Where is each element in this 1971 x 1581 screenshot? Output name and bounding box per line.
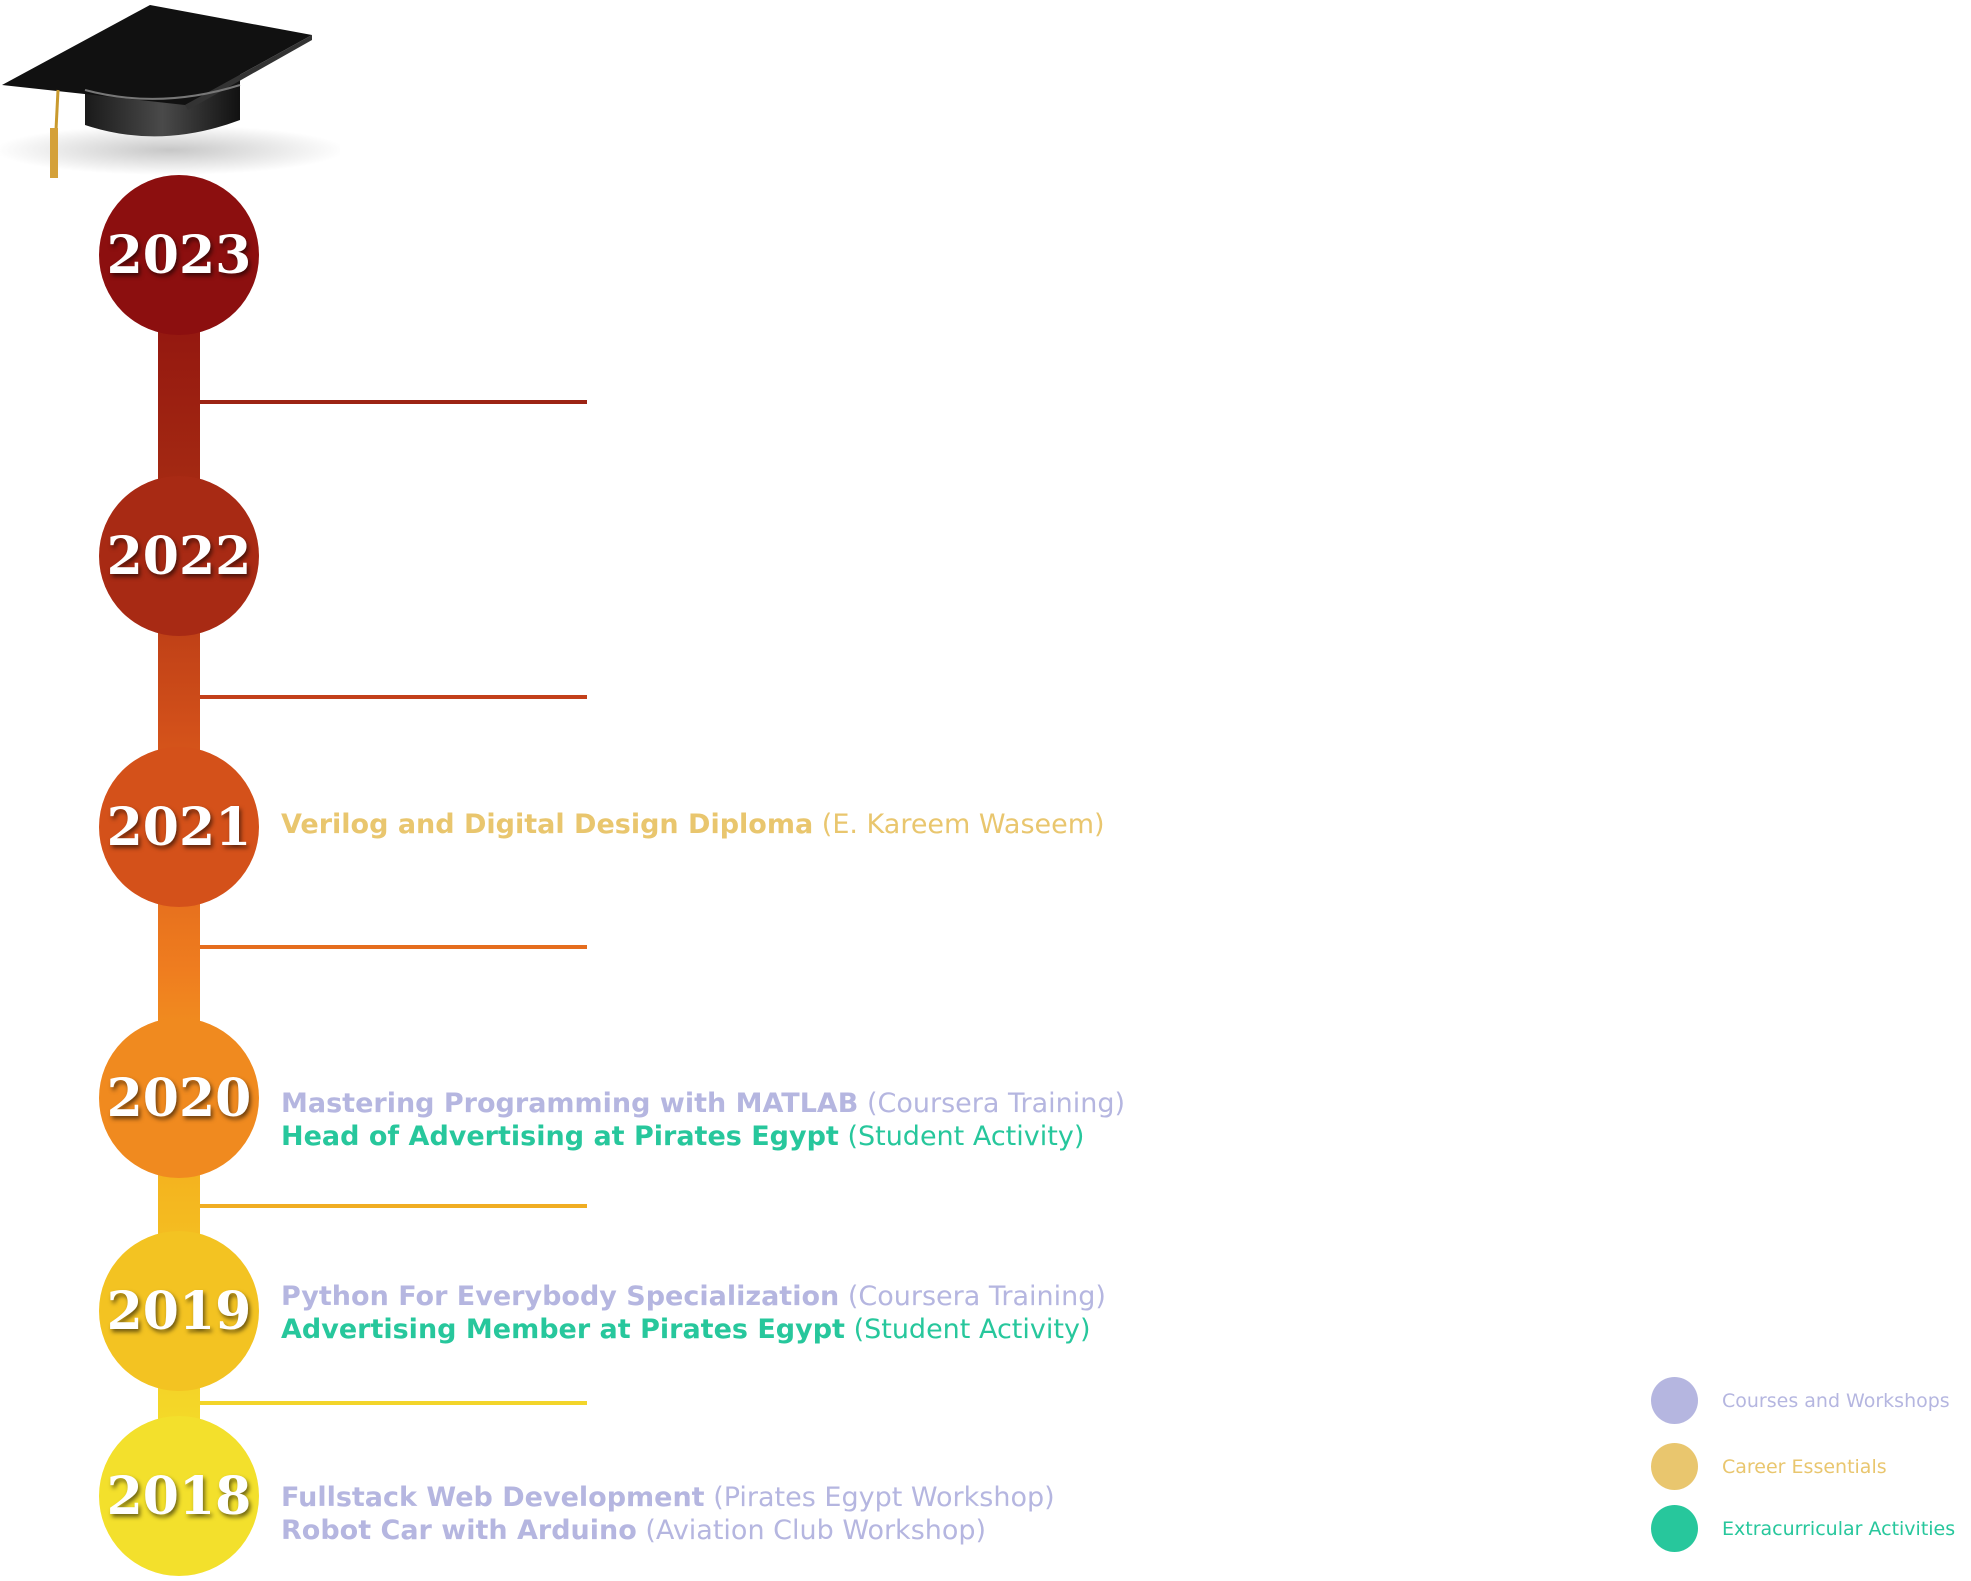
entry-source: (Aviation Club Workshop) — [645, 1515, 987, 1546]
legend-dot-extracurricular — [1651, 1505, 1698, 1552]
legend-label-career: Career Essentials — [1722, 1456, 1887, 1478]
entry-title: Head of Advertising at Pirates Egypt — [281, 1121, 839, 1152]
year-circle-2018: 2018 — [99, 1416, 259, 1576]
entry-source: (Coursera Training) — [847, 1281, 1106, 1312]
legend-dot-courses — [1651, 1377, 1698, 1424]
timeline-connector — [200, 1401, 587, 1405]
timeline-connector — [200, 400, 587, 404]
legend-label-extracurricular: Extracurricular Activities — [1722, 1518, 1956, 1540]
timeline-entry: Advertising Member at Pirates Egypt (Stu… — [281, 1313, 1106, 1346]
timeline-entry: Python For Everybody Specialization (Cou… — [281, 1280, 1106, 1313]
year-circle-2021: 2021 — [99, 747, 259, 907]
year-circle-2022: 2022 — [99, 476, 259, 636]
entry-source: (E. Kareem Waseem) — [821, 809, 1105, 840]
timeline-connector — [200, 695, 587, 699]
entry-source: (Pirates Egypt Workshop) — [713, 1482, 1055, 1513]
entry-source: (Student Activity) — [847, 1121, 1085, 1152]
timeline-connector — [200, 1204, 587, 1208]
timeline-entry: Head of Advertising at Pirates Egypt (St… — [281, 1120, 1125, 1153]
year-circle-2019: 2019 — [99, 1231, 259, 1391]
entry-title: Verilog and Digital Design Diploma — [281, 809, 814, 840]
entries-2019: Python For Everybody Specialization (Cou… — [281, 1280, 1106, 1346]
graduation-cap-icon — [0, 5, 340, 178]
entry-source: (Coursera Training) — [866, 1088, 1126, 1119]
timeline-entry: Fullstack Web Development (Pirates Egypt… — [281, 1481, 1055, 1514]
timeline-entry: Robot Car with Arduino (Aviation Club Wo… — [281, 1514, 1055, 1547]
entry-source: (Student Activity) — [853, 1314, 1091, 1345]
entry-title: Fullstack Web Development — [281, 1482, 705, 1513]
entries-2018: Fullstack Web Development (Pirates Egypt… — [281, 1481, 1055, 1547]
legend-label-courses: Courses and Workshops — [1722, 1390, 1950, 1412]
entry-title: Advertising Member at Pirates Egypt — [281, 1314, 845, 1345]
entries-2021: Verilog and Digital Design Diploma (E. K… — [281, 808, 1105, 841]
timeline-entry: Mastering Programming with MATLAB (Cours… — [281, 1087, 1125, 1120]
year-circle-2023: 2023 — [99, 175, 259, 335]
timeline-connector — [200, 945, 587, 949]
legend-dot-career — [1651, 1443, 1698, 1490]
entry-title: Mastering Programming with MATLAB — [281, 1088, 859, 1119]
entries-2020: Mastering Programming with MATLAB (Cours… — [281, 1087, 1125, 1153]
entry-title: Robot Car with Arduino — [281, 1515, 637, 1546]
year-circle-2020: 2020 — [99, 1018, 259, 1178]
timeline-entry: Verilog and Digital Design Diploma (E. K… — [281, 808, 1105, 841]
entry-title: Python For Everybody Specialization — [281, 1281, 840, 1312]
